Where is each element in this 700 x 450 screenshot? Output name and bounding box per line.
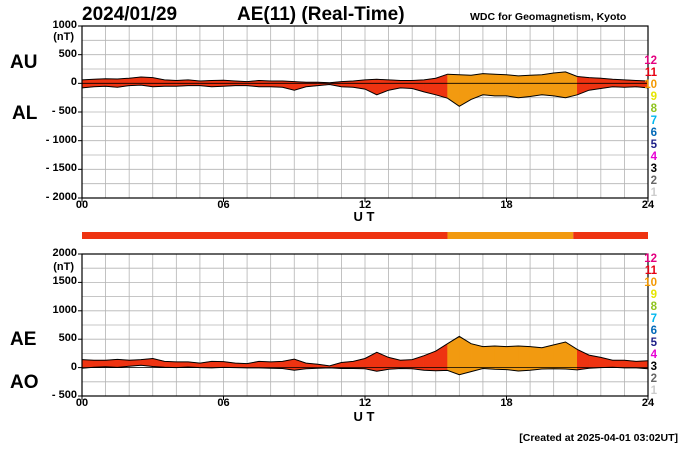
- top-legend-level-3: 3: [650, 163, 657, 175]
- top-panel-xlabel: U T: [353, 209, 375, 224]
- top-xtick-label: 18: [500, 199, 513, 211]
- data-source-credit: WDC for Geomagnetism, Kyoto: [470, 11, 627, 23]
- top-area-segment: [447, 73, 460, 107]
- bottom-legend-level-7: 7: [650, 313, 657, 325]
- top-area-segment: [553, 71, 566, 98]
- bottom-ytick-label: - 500: [51, 389, 77, 401]
- bottom-xtick-label: 00: [75, 397, 89, 409]
- top-legend-level-11: 11: [644, 67, 657, 79]
- top-area-segment: [541, 72, 554, 97]
- top-area-segment: [459, 74, 472, 107]
- bottom-area-segment: [612, 359, 625, 369]
- top-legend-level-9: 9: [650, 91, 657, 103]
- bottom-ytick-label: 2000: [52, 247, 77, 259]
- bottom-legend-level-2: 2: [650, 373, 657, 385]
- top-legend-level-8: 8: [650, 103, 657, 115]
- top-legend-level-12: 12: [644, 55, 657, 67]
- bottom-xtick-label: 18: [500, 397, 513, 409]
- bottom-area-segment: [258, 361, 271, 369]
- top-area-segment: [482, 73, 495, 97]
- bottom-legend-level-4: 4: [650, 349, 657, 361]
- bottom-legend-level-8: 8: [650, 301, 657, 313]
- bottom-area-segment: [529, 346, 543, 371]
- top-ytick-label: - 1000: [45, 133, 77, 146]
- bottom-xtick-label: 24: [641, 397, 655, 409]
- bottom-ytick-label: 0: [70, 360, 77, 373]
- bottom-ytick-label: 1500: [52, 275, 77, 288]
- bottom-legend-level-3: 3: [650, 361, 657, 373]
- top-series-au-line: [81, 71, 649, 84]
- bottom-ytick-label: 500: [58, 332, 77, 345]
- activity-bar-segment: [573, 232, 648, 239]
- bottom-area-segment: [211, 361, 224, 369]
- top-ytick-label: 1000: [52, 19, 77, 31]
- bottom-area-segment: [482, 345, 495, 370]
- bottom-series-ae-line: [81, 335, 649, 367]
- activity-bar-segment: [447, 232, 574, 239]
- top-legend-level-5: 5: [650, 139, 657, 151]
- top-area-segment: [518, 75, 531, 98]
- bottom-legend-level-11: 11: [644, 265, 657, 277]
- top-ytick-label: - 1500: [45, 162, 77, 175]
- bottom-area-segment: [81, 359, 95, 369]
- top-legend-level-4: 4: [650, 151, 657, 163]
- top-legend-level-1: 1: [650, 187, 657, 199]
- ae-series-label: AE: [10, 329, 37, 350]
- top-area-segment: [529, 74, 543, 97]
- chart-title: AE(11) (Real-Time): [237, 4, 405, 25]
- top-legend-level-7: 7: [650, 115, 657, 127]
- top-area-segment: [93, 78, 106, 88]
- top-area-segment: [494, 73, 507, 97]
- bottom-legend-level-10: 10: [644, 277, 657, 289]
- bottom-legend-level-1: 1: [650, 385, 657, 397]
- top-panel-unit: (nT): [53, 31, 74, 43]
- top-xtick-label: 24: [641, 199, 655, 211]
- au-series-label: AU: [10, 52, 38, 73]
- ao-series-label: AO: [10, 372, 39, 393]
- top-ytick-label: - 500: [51, 105, 77, 117]
- top-legend-level-2: 2: [650, 175, 657, 187]
- top-xtick-label: 00: [75, 199, 89, 211]
- bottom-xtick-label: 06: [217, 397, 230, 409]
- bottom-panel-xlabel: U T: [353, 409, 375, 424]
- bottom-legend-level-5: 5: [650, 337, 657, 349]
- activity-bar-segment: [82, 232, 448, 239]
- bottom-area-segment: [93, 359, 106, 368]
- top-ytick-label: - 2000: [45, 191, 77, 203]
- bottom-ytick-label: 1000: [52, 303, 77, 316]
- top-legend-level-10: 10: [644, 79, 657, 91]
- bottom-area-segment: [553, 341, 566, 370]
- created-timestamp: [Created at 2025-04-01 03:02UT]: [519, 432, 678, 444]
- bottom-panel-unit: (nT): [53, 261, 74, 273]
- top-xtick-label: 06: [217, 199, 230, 211]
- top-ytick-label: 500: [58, 47, 77, 60]
- bottom-area-segment: [494, 345, 507, 370]
- bottom-legend-level-9: 9: [650, 289, 657, 301]
- top-area-segment: [400, 80, 413, 89]
- top-series-al-line: [81, 83, 649, 107]
- top-legend-level-6: 6: [650, 127, 657, 139]
- top-xtick-label: 12: [358, 199, 372, 211]
- al-series-label: AL: [12, 103, 38, 124]
- bottom-xtick-label: 12: [358, 397, 372, 409]
- bottom-legend-level-12: 12: [644, 253, 657, 265]
- bottom-legend-level-6: 6: [650, 325, 657, 337]
- top-area-segment: [506, 74, 519, 98]
- top-ytick-label: 0: [70, 76, 77, 89]
- bottom-area-segment: [541, 344, 554, 370]
- chart-date: 2024/01/29: [82, 4, 178, 25]
